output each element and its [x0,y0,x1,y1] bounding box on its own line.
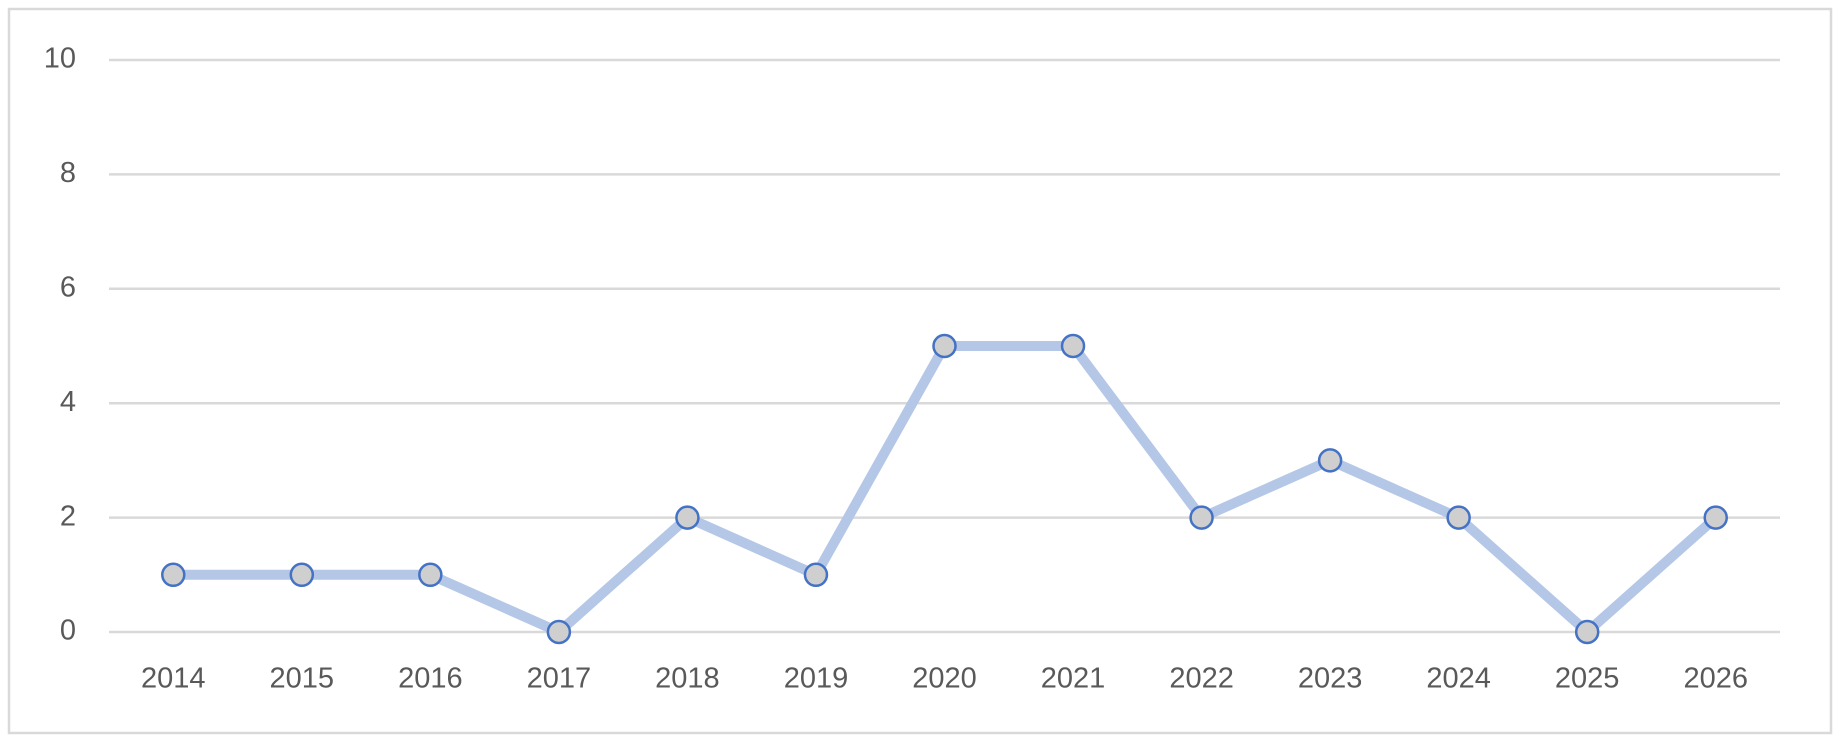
marker [932,333,957,359]
marker [803,562,829,588]
y-tick-label: 10 [44,43,76,75]
y-tick-label: 4 [60,386,76,418]
x-tick-label: 2016 [398,663,463,695]
y-tick-label: 6 [60,271,76,303]
marker [1189,505,1214,530]
x-tick-label: 2018 [655,663,720,695]
x-tick-label: 2021 [1041,663,1106,695]
marker [161,562,186,588]
marker [289,562,315,588]
x-tick-label: 2020 [912,663,977,695]
x-tick-label: 2015 [270,663,335,695]
marker [1446,505,1471,530]
marker [1703,505,1728,530]
marker [1574,619,1600,645]
x-tick-label: 2025 [1555,663,1620,695]
x-tick-label: 2017 [527,663,592,695]
marker [546,619,572,645]
chart-border [7,7,1833,735]
x-tick-label: 2024 [1426,663,1491,695]
y-tick-label: 2 [60,500,76,532]
marker [1060,333,1086,359]
y-tick-label: 8 [60,157,76,189]
marker [675,505,700,530]
marker [418,562,443,588]
x-tick-label: 2026 [1683,663,1748,695]
y-tick-label: 0 [60,615,76,647]
x-tick-label: 2023 [1298,663,1363,695]
x-tick-label: 2019 [784,663,849,695]
marker [1317,448,1343,473]
x-tick-label: 2014 [141,663,206,695]
x-tick-label: 2022 [1169,663,1234,695]
